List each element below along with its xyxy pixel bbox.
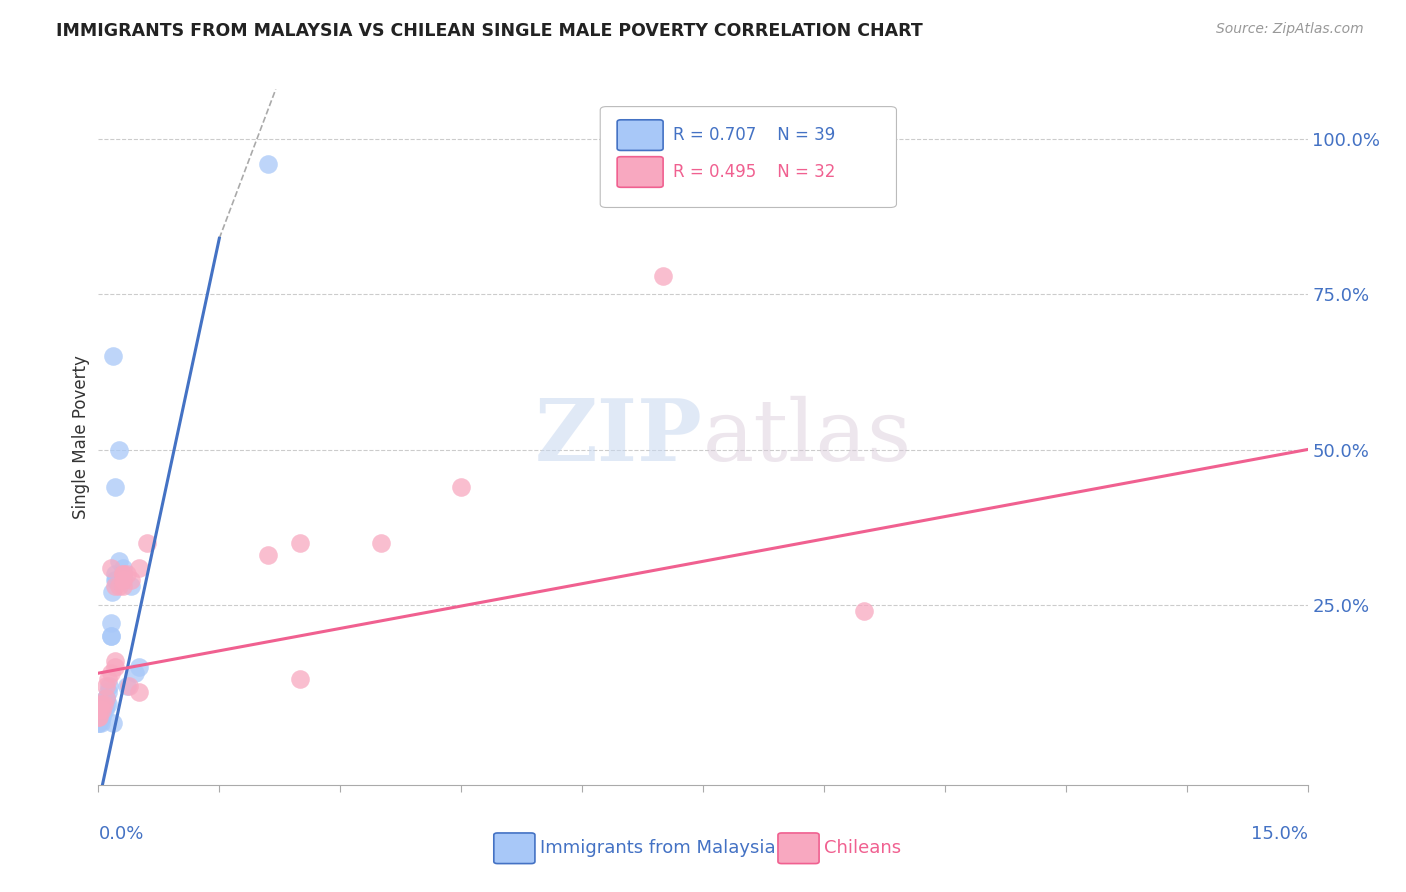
Point [103, 654, 125, 668]
Point [111, 579, 134, 593]
Point [93, 703, 115, 717]
Text: Chileans: Chileans [824, 838, 901, 856]
Point [128, 560, 150, 574]
Point [100, 616, 122, 631]
Point [450, 480, 472, 494]
Point [97, 673, 120, 687]
Point [128, 685, 150, 699]
Point [853, 604, 876, 618]
Point [96, 679, 118, 693]
Point [90, 709, 112, 723]
Point [120, 573, 142, 587]
Point [103, 573, 125, 587]
Point [128, 660, 150, 674]
Text: R = 0.707    N = 39: R = 0.707 N = 39 [673, 126, 835, 145]
Point [97, 685, 120, 699]
FancyBboxPatch shape [617, 157, 664, 187]
Point [91, 703, 114, 717]
Point [96, 690, 118, 705]
Point [124, 666, 146, 681]
Point [101, 585, 124, 599]
FancyBboxPatch shape [600, 106, 897, 208]
Point [100, 666, 122, 681]
Point [111, 573, 134, 587]
Point [120, 579, 142, 593]
Point [111, 566, 134, 581]
Point [94, 703, 117, 717]
Text: ZIP: ZIP [536, 395, 703, 479]
Point [96, 690, 118, 705]
Point [256, 548, 278, 562]
Point [118, 679, 141, 693]
FancyBboxPatch shape [617, 120, 664, 151]
Point [91, 703, 114, 717]
Point [96, 697, 118, 711]
Point [103, 480, 125, 494]
Point [89, 703, 111, 717]
Point [90, 709, 112, 723]
Point [288, 673, 311, 687]
Point [89, 703, 111, 717]
Point [100, 560, 122, 574]
Text: IMMIGRANTS FROM MALAYSIA VS CHILEAN SINGLE MALE POVERTY CORRELATION CHART: IMMIGRANTS FROM MALAYSIA VS CHILEAN SING… [56, 22, 922, 40]
Point [97, 697, 120, 711]
Text: 15.0%: 15.0% [1250, 825, 1308, 843]
Point [97, 679, 120, 693]
Point [370, 535, 392, 549]
Point [87, 715, 110, 730]
Point [651, 268, 673, 283]
Point [135, 535, 157, 549]
Point [100, 629, 122, 643]
Point [105, 573, 128, 587]
Point [111, 566, 134, 581]
Point [93, 697, 115, 711]
Text: 0.0%: 0.0% [98, 825, 143, 843]
Point [107, 554, 129, 568]
Point [90, 697, 112, 711]
Point [256, 157, 278, 171]
Point [111, 573, 134, 587]
Point [115, 679, 138, 693]
Y-axis label: Single Male Poverty: Single Male Poverty [72, 355, 90, 519]
Point [115, 566, 138, 581]
Text: R = 0.495    N = 32: R = 0.495 N = 32 [673, 163, 835, 181]
Text: atlas: atlas [703, 395, 912, 479]
Point [101, 715, 124, 730]
Point [91, 703, 114, 717]
FancyBboxPatch shape [494, 833, 534, 863]
Point [101, 349, 124, 363]
Text: Source: ZipAtlas.com: Source: ZipAtlas.com [1216, 22, 1364, 37]
Point [111, 566, 134, 581]
Point [90, 709, 112, 723]
Point [89, 709, 111, 723]
Point [103, 566, 125, 581]
Point [107, 579, 129, 593]
Point [288, 535, 311, 549]
Point [96, 690, 118, 705]
Point [103, 579, 125, 593]
Point [111, 560, 134, 574]
Point [107, 442, 129, 457]
Point [103, 660, 125, 674]
Point [100, 629, 122, 643]
Point [89, 709, 111, 723]
Point [90, 715, 112, 730]
Point [87, 709, 110, 723]
Point [89, 715, 111, 730]
Text: Immigrants from Malaysia: Immigrants from Malaysia [540, 838, 775, 856]
Point [91, 703, 114, 717]
FancyBboxPatch shape [778, 833, 820, 863]
